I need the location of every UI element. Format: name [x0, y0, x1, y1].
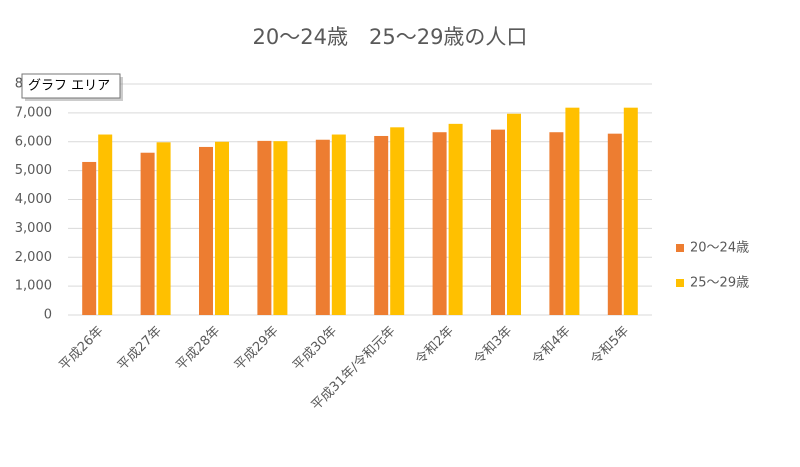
y-tick-label: 4,000	[15, 192, 52, 207]
bar	[331, 134, 346, 315]
legend-swatch	[676, 279, 684, 287]
bar	[390, 127, 405, 315]
legend-label: 20～24歳	[690, 241, 749, 256]
bar	[549, 132, 564, 315]
bar	[432, 132, 447, 315]
bar	[607, 133, 622, 315]
y-tick-label: 3,000	[15, 221, 52, 236]
bar	[273, 141, 288, 315]
bar	[565, 107, 580, 316]
y-tick-label: 5,000	[15, 163, 52, 178]
tooltip-text: グラフ エリア	[28, 79, 110, 94]
y-tick-label: 1,000	[15, 279, 52, 294]
chart-title: 20～24歳 25～29歳の人口	[253, 25, 528, 49]
y-tick-label: 7,000	[15, 105, 52, 120]
bar	[215, 141, 229, 315]
bar	[507, 113, 521, 316]
y-tick-label: 6,000	[15, 134, 52, 149]
bar	[374, 135, 389, 315]
bar	[199, 146, 213, 315]
bar	[98, 134, 113, 315]
tooltip	[21, 73, 121, 99]
y-tick-label: 2,000	[15, 250, 52, 265]
bar	[257, 140, 272, 315]
legend-label: 25～29歳	[690, 276, 749, 291]
bar	[315, 139, 330, 315]
bar	[491, 129, 505, 315]
legend-swatch	[676, 244, 684, 252]
bar	[156, 142, 171, 315]
y-tick-label: 0	[44, 308, 52, 323]
bar	[82, 161, 97, 315]
bar	[448, 123, 463, 315]
bar	[140, 152, 155, 315]
bar	[623, 107, 638, 316]
